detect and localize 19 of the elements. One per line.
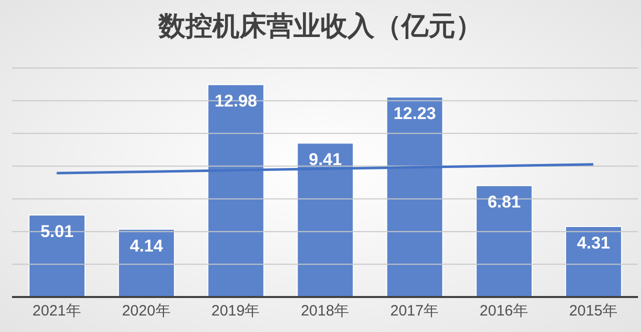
bar: [296, 142, 354, 297]
x-tick-label: 2017年: [390, 302, 439, 320]
bar: [28, 214, 86, 297]
x-tick-label: 2019年: [211, 302, 260, 320]
data-label: 12.23: [393, 104, 436, 123]
x-tick-label: 2018年: [300, 302, 350, 320]
x-tick-label: 2016年: [480, 302, 528, 320]
x-tick-label: 2020年: [122, 302, 170, 320]
chart-title: 数控机床营业收入（亿元）: [157, 10, 484, 44]
bar: [207, 84, 264, 297]
bar: [476, 185, 533, 297]
data-label: 4.14: [130, 236, 164, 256]
data-label: 4.31: [577, 234, 610, 252]
data-label: 9.41: [308, 150, 342, 170]
bar: [565, 226, 622, 297]
x-tick-label: 2021年: [32, 302, 81, 320]
bar: [386, 96, 444, 297]
x-tick-label: 2015年: [569, 302, 618, 320]
bar: [118, 228, 175, 297]
